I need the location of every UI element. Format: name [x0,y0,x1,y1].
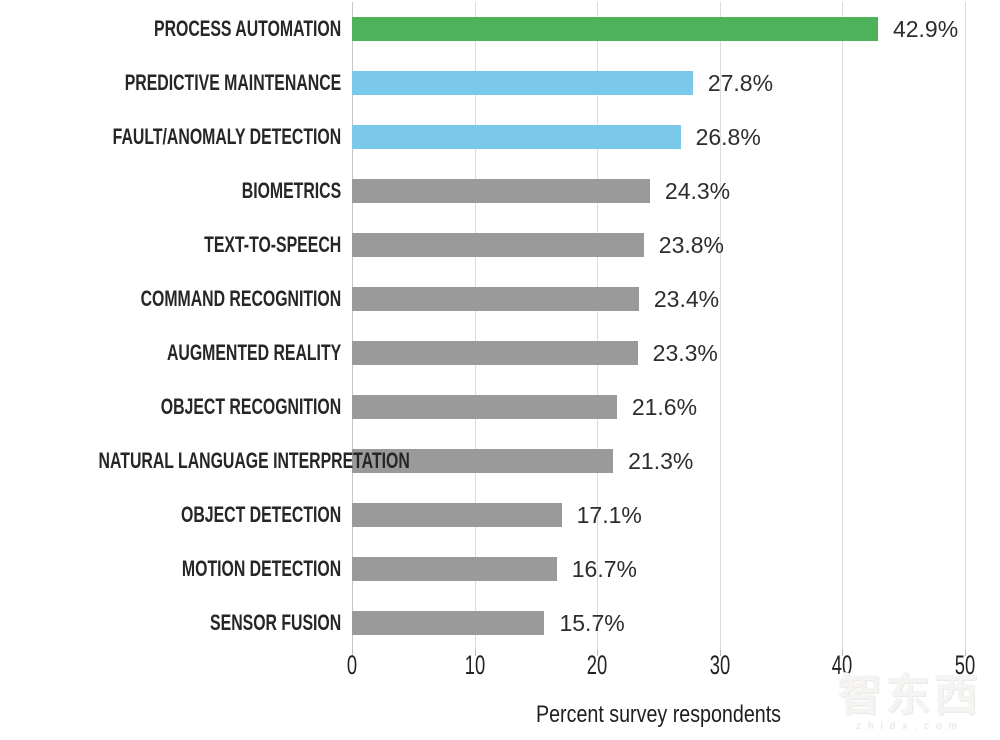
bar-value-label: 42.9% [892,15,959,42]
bar-row: OBJECT RECOGNITION 21.6% [0,380,1000,434]
gridline [965,2,966,650]
bar [352,341,638,365]
category-label: PROCESS AUTOMATION [154,16,342,41]
bar-value-label: 21.6% [631,393,698,420]
category-label: PREDICTIVE MAINTENANCE [124,70,342,95]
watermark: 智东西 zhidx.com [838,671,982,733]
gridline [842,2,844,650]
category-label: NATURAL LANGUAGE INTERPRETATION [98,448,410,473]
x-tick-label: 20 [586,650,608,680]
bar [352,287,639,311]
bar-row: FAULT/ANOMALY DETECTION 26.8% [0,110,1000,164]
category-label: OBJECT DETECTION [181,502,342,527]
bar [352,125,681,149]
bar-row: OBJECT DETECTION 17.1% [0,488,1000,542]
plot-gridlines [352,2,966,650]
bar-row: AUGMENTED REALITY 23.3% [0,326,1000,380]
x-tick-label: 50 [954,650,976,680]
y-axis-line [352,2,353,650]
watermark-domain: zhidx.com [855,721,964,732]
x-tick-label: 40 [832,650,853,680]
gridline [597,2,599,650]
bar-value-label: 16.7% [571,555,637,582]
bar [352,611,545,635]
x-tick-label: 30 [709,650,731,680]
x-tick-mark [965,650,966,656]
bar-row: MOTION DETECTION 16.7% [0,542,1000,596]
bar-row: PROCESS AUTOMATION 42.9% [0,2,1000,56]
x-axis-title: Percent survey respondents [535,701,782,728]
x-tick-mark [597,650,599,656]
bar-value-label: 17.1% [576,501,642,528]
x-tick-mark [719,650,721,656]
bar-value-label: 26.8% [695,123,761,150]
x-tick-label: 10 [464,650,485,680]
bar-value-label: 23.8% [658,231,724,258]
bar [352,557,557,581]
bar-row: PREDICTIVE MAINTENANCE 27.8% [0,56,1000,110]
x-tick-mark [474,650,476,656]
bar-row: COMMAND RECOGNITION 23.4% [0,272,1000,326]
bar [352,233,644,257]
bar [352,449,614,473]
bar [352,17,878,41]
bar-value-label: 27.8% [707,69,774,96]
bar-row: NATURAL LANGUAGE INTERPRETATION 21.3% [0,434,1000,488]
bar-row: SENSOR FUSION 15.7% [0,596,1000,650]
category-label: BIOMETRICS [241,178,342,203]
gridline [474,2,476,650]
category-label: FAULT/ANOMALY DETECTION [112,124,342,149]
x-tick-mark [352,650,353,656]
bar-value-label: 24.3% [664,177,731,204]
watermark-logo: 智东西 [838,671,982,720]
category-label: AUGMENTED REALITY [166,340,342,365]
bar-value-label: 23.4% [653,285,720,312]
bar-value-label: 23.3% [652,339,718,366]
bar-row: TEXT-TO-SPEECH 23.8% [0,218,1000,272]
category-label: OBJECT RECOGNITION [160,394,342,419]
category-label: MOTION DETECTION [181,556,342,581]
bar [352,179,650,203]
category-label: COMMAND RECOGNITION [140,286,342,311]
bar-row: BIOMETRICS 24.3% [0,164,1000,218]
category-label: SENSOR FUSION [210,610,342,635]
bar-rows: PROCESS AUTOMATION 42.9% PREDICTIVE MAINTE… [0,2,1000,650]
bar [352,503,562,527]
gridline [719,2,721,650]
x-tick-label: 0 [346,650,358,680]
bar [352,71,693,95]
bar-value-label: 21.3% [628,447,694,474]
bar-value-label: 15.7% [559,609,625,636]
bar [352,395,617,419]
category-label: TEXT-TO-SPEECH [204,232,342,257]
x-tick-mark [842,650,844,656]
